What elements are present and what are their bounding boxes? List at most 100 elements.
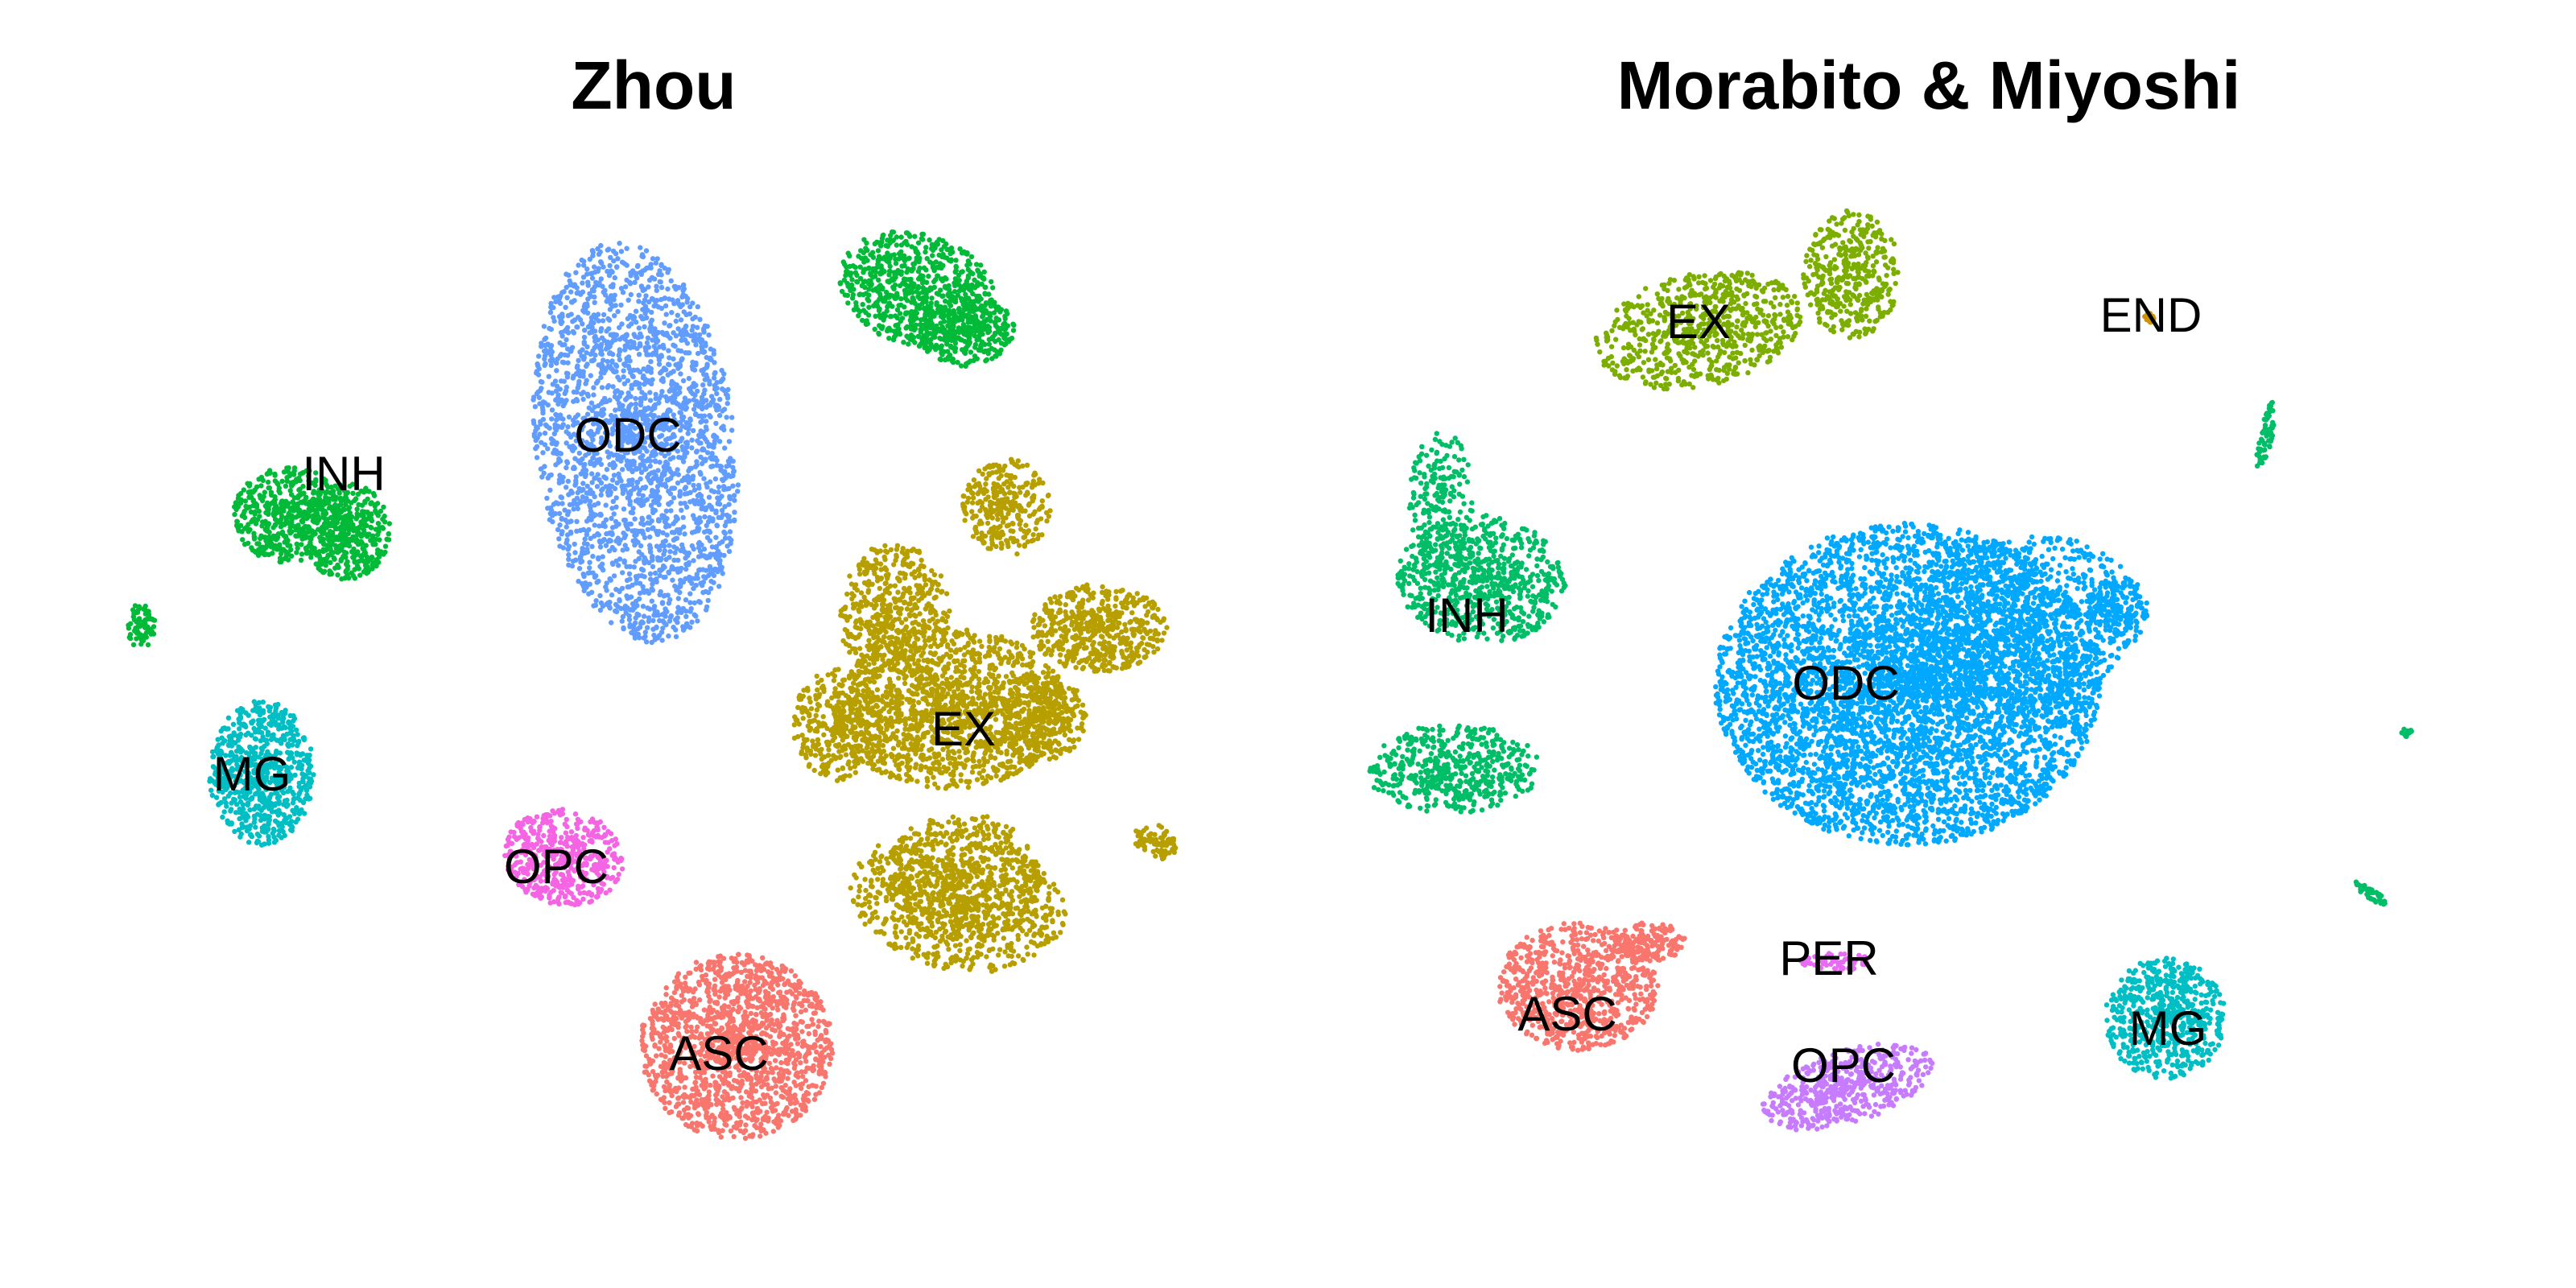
cell-point [691,407,697,412]
cell-point [277,559,283,565]
cell-point [308,778,315,784]
cell-point [139,619,146,625]
cell-point [951,308,957,314]
cell-point [953,263,959,270]
cell-point [685,431,691,436]
cell-point [666,601,672,606]
cell-point [647,398,654,403]
cell-point [318,529,324,535]
cell-point [892,272,898,278]
cell-point [568,312,574,317]
cell-point [592,353,598,358]
cell-point [630,506,636,511]
cell-point [589,543,595,550]
cell-point [701,529,708,535]
cell-point [564,336,569,343]
cell-point [721,427,727,433]
cell-point [690,333,696,339]
cell-point [549,416,555,422]
cell-point [712,476,719,482]
cell-point [696,332,703,338]
cell-point [689,619,695,625]
cell-point [731,493,737,498]
cell-point [151,617,158,623]
cell-point [671,369,676,374]
cell-point [911,327,918,332]
cell-point [691,367,698,373]
cell-point [658,481,663,487]
cell-point [596,556,601,562]
cell-point [642,324,647,330]
cell-point [643,458,650,464]
cell-point [574,518,580,524]
cell-point [639,515,645,521]
cell-point [643,557,649,564]
cell-point [251,534,257,539]
cell-point [232,740,238,746]
cell-point [902,311,909,317]
cell-point [712,371,717,377]
cell-point [611,369,617,374]
cell-point [659,600,666,605]
cell-point [679,356,685,361]
cell-point [663,508,669,514]
cell-point [634,580,639,586]
cell-point [579,427,584,432]
cell-point [650,256,656,262]
cell-point [665,592,671,598]
cell-point [624,246,630,251]
cell-point [584,531,590,538]
cell-point [580,468,586,474]
cell-point [559,290,565,295]
cell-point [996,336,1001,343]
cell-point [891,334,898,340]
cell-point [937,335,943,341]
cell-point [638,399,644,405]
cell-point [707,564,713,570]
cell-point [617,406,622,412]
cell-point [721,552,727,559]
cell-point [617,357,622,363]
cell-point [675,615,680,621]
cell-point [651,604,658,609]
cell-point [296,762,302,768]
cell-point [653,260,658,266]
cell-point [872,326,877,332]
cell-point [293,819,299,825]
cell-point [704,568,709,573]
cell-point [687,600,693,605]
cell-point [234,518,240,524]
cell-point [671,495,677,501]
cell-point [555,400,562,406]
cell-point [708,394,715,399]
cell-point [960,269,965,275]
cell-point [339,531,345,537]
cell-point [726,439,733,444]
cell-point [288,471,294,477]
cell-point [686,468,691,474]
cell-point [320,513,327,518]
cell-point [299,542,304,547]
cell-point [912,340,918,345]
cell-point [373,541,378,547]
cell-point [340,526,346,531]
cell-point [678,303,683,310]
cell-point [898,302,904,308]
cell-point [533,427,539,434]
cell-point [654,492,659,497]
cell-point [343,550,349,556]
cell-point [540,450,546,456]
cell-point [986,341,993,347]
cell-point [614,264,620,270]
cell-point [614,538,620,544]
cell-point [639,619,645,625]
cell-point [656,395,663,401]
cell-point [617,598,622,604]
cell-point [620,570,625,576]
cell-point [369,500,374,506]
cell-point [952,345,959,351]
cell-point [609,560,616,566]
cell-point [908,286,914,291]
cell-point [244,828,250,834]
cell-point [725,386,731,393]
